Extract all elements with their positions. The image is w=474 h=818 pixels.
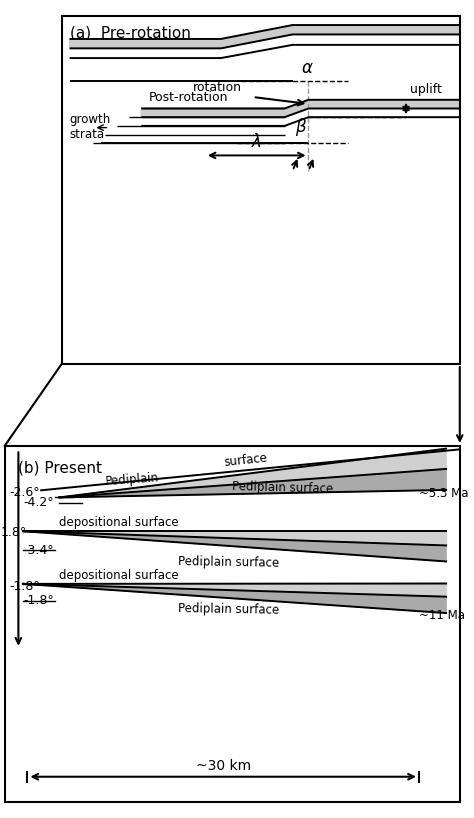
Text: ~5.3 Ma: ~5.3 Ma bbox=[419, 487, 468, 500]
Text: Pediplain surface: Pediplain surface bbox=[178, 602, 279, 617]
Polygon shape bbox=[141, 100, 460, 117]
Text: Pediplain: Pediplain bbox=[105, 471, 159, 488]
Polygon shape bbox=[70, 25, 460, 48]
Text: uplift: uplift bbox=[410, 83, 442, 97]
Text: rotation: rotation bbox=[192, 80, 241, 93]
Polygon shape bbox=[23, 531, 446, 546]
Text: Pediplain surface: Pediplain surface bbox=[232, 480, 334, 496]
Text: surface: surface bbox=[224, 452, 268, 469]
Text: $\beta$: $\beta$ bbox=[294, 116, 307, 138]
Text: depositional surface: depositional surface bbox=[59, 516, 179, 529]
Text: -1.8°: -1.8° bbox=[9, 579, 40, 592]
Text: Pediplain surface: Pediplain surface bbox=[178, 555, 279, 570]
Text: ~30 km: ~30 km bbox=[196, 758, 251, 773]
Text: $\alpha$: $\alpha$ bbox=[301, 59, 313, 77]
Polygon shape bbox=[59, 448, 446, 497]
Text: ~11 Ma: ~11 Ma bbox=[419, 609, 465, 622]
Polygon shape bbox=[23, 531, 446, 561]
Text: $\lambda$: $\lambda$ bbox=[251, 133, 262, 151]
Bar bbox=[5, 446, 460, 802]
Text: -2.6°: -2.6° bbox=[9, 486, 40, 499]
Text: (b) Present: (b) Present bbox=[18, 460, 102, 475]
Text: depositional surface: depositional surface bbox=[59, 569, 179, 582]
Text: -1.8°: -1.8° bbox=[23, 594, 54, 607]
Text: -4.2°: -4.2° bbox=[23, 497, 54, 510]
Text: -3.4°: -3.4° bbox=[23, 544, 54, 557]
Polygon shape bbox=[59, 469, 446, 497]
Text: (a)  Pre-rotation: (a) Pre-rotation bbox=[70, 25, 191, 40]
Polygon shape bbox=[23, 584, 446, 613]
Text: Post-rotation: Post-rotation bbox=[149, 91, 229, 104]
Text: 1.8°: 1.8° bbox=[0, 526, 27, 539]
Bar bbox=[62, 16, 460, 364]
Text: growth
strata: growth strata bbox=[70, 113, 111, 141]
Polygon shape bbox=[23, 583, 446, 596]
